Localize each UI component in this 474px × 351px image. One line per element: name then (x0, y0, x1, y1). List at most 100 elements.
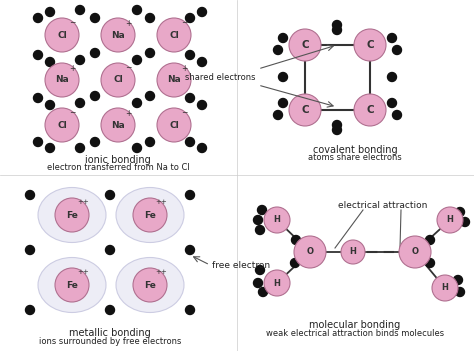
Text: ++: ++ (77, 269, 89, 275)
Circle shape (26, 191, 35, 199)
Circle shape (426, 258, 435, 267)
Text: C: C (301, 40, 309, 50)
Circle shape (185, 305, 194, 314)
Circle shape (91, 13, 100, 22)
Circle shape (255, 265, 264, 274)
Text: shared electrons: shared electrons (185, 73, 256, 81)
Circle shape (392, 46, 401, 54)
Text: ++: ++ (155, 269, 167, 275)
Circle shape (133, 268, 167, 302)
Circle shape (46, 7, 55, 16)
Text: Cl: Cl (57, 120, 67, 130)
Circle shape (34, 138, 43, 146)
Circle shape (101, 18, 135, 52)
Text: −: − (69, 108, 75, 118)
Circle shape (46, 58, 55, 66)
Circle shape (292, 236, 301, 245)
Circle shape (279, 73, 288, 81)
Ellipse shape (116, 187, 184, 243)
Circle shape (264, 270, 290, 296)
Text: −: − (181, 19, 187, 28)
Circle shape (264, 207, 290, 233)
Circle shape (273, 46, 283, 54)
Circle shape (146, 92, 155, 100)
Circle shape (26, 305, 35, 314)
Circle shape (254, 278, 263, 287)
Circle shape (185, 93, 194, 102)
Text: +: + (125, 108, 131, 118)
Ellipse shape (116, 258, 184, 312)
Circle shape (279, 33, 288, 42)
Circle shape (257, 205, 266, 214)
Circle shape (55, 198, 89, 232)
Text: atoms share electrons: atoms share electrons (308, 153, 402, 162)
Circle shape (133, 55, 142, 65)
Text: −: − (69, 19, 75, 28)
Circle shape (46, 100, 55, 110)
Text: +: + (181, 64, 187, 73)
Circle shape (255, 225, 264, 234)
Text: H: H (273, 216, 281, 225)
Text: Fe: Fe (144, 211, 156, 219)
Circle shape (101, 108, 135, 142)
Circle shape (454, 276, 463, 285)
Circle shape (133, 6, 142, 14)
Circle shape (157, 108, 191, 142)
Circle shape (185, 51, 194, 60)
Circle shape (341, 240, 365, 264)
Text: Fe: Fe (144, 280, 156, 290)
Circle shape (437, 207, 463, 233)
Text: Cl: Cl (113, 75, 123, 85)
Text: Na: Na (167, 75, 181, 85)
Circle shape (185, 13, 194, 22)
Circle shape (75, 99, 84, 107)
Circle shape (198, 7, 207, 16)
Circle shape (294, 236, 326, 268)
Text: H: H (442, 284, 448, 292)
Text: C: C (301, 105, 309, 115)
Circle shape (185, 191, 194, 199)
Text: covalent bonding: covalent bonding (313, 145, 397, 155)
Text: Cl: Cl (57, 31, 67, 40)
Circle shape (354, 29, 386, 61)
Ellipse shape (38, 258, 106, 312)
Text: C: C (366, 40, 374, 50)
Text: −: − (181, 108, 187, 118)
Text: +: + (69, 64, 75, 73)
Circle shape (45, 63, 79, 97)
Circle shape (258, 287, 267, 297)
Circle shape (133, 198, 167, 232)
Text: O: O (411, 247, 419, 257)
Circle shape (254, 216, 263, 225)
Text: weak electrical attraction binds molecules: weak electrical attraction binds molecul… (266, 329, 444, 338)
Circle shape (146, 13, 155, 22)
Text: electrical attraction: electrical attraction (338, 201, 428, 210)
Text: H: H (349, 247, 356, 257)
Circle shape (91, 92, 100, 100)
Circle shape (133, 144, 142, 152)
Circle shape (388, 73, 396, 81)
Text: ++: ++ (77, 199, 89, 205)
Text: free electron: free electron (212, 260, 270, 270)
Circle shape (332, 26, 341, 34)
Circle shape (146, 48, 155, 58)
Circle shape (91, 138, 100, 146)
Text: ++: ++ (155, 199, 167, 205)
Circle shape (157, 18, 191, 52)
Circle shape (55, 268, 89, 302)
Circle shape (75, 55, 84, 65)
Text: −: − (125, 64, 131, 73)
Circle shape (75, 144, 84, 152)
Text: Cl: Cl (169, 120, 179, 130)
Circle shape (289, 29, 321, 61)
Circle shape (34, 93, 43, 102)
Circle shape (91, 48, 100, 58)
Text: Na: Na (111, 120, 125, 130)
Circle shape (332, 126, 341, 134)
Circle shape (332, 120, 341, 130)
Text: electron transferred from Na to Cl: electron transferred from Na to Cl (46, 163, 190, 172)
Circle shape (26, 245, 35, 254)
Circle shape (46, 144, 55, 152)
Circle shape (133, 99, 142, 107)
Circle shape (106, 245, 115, 254)
